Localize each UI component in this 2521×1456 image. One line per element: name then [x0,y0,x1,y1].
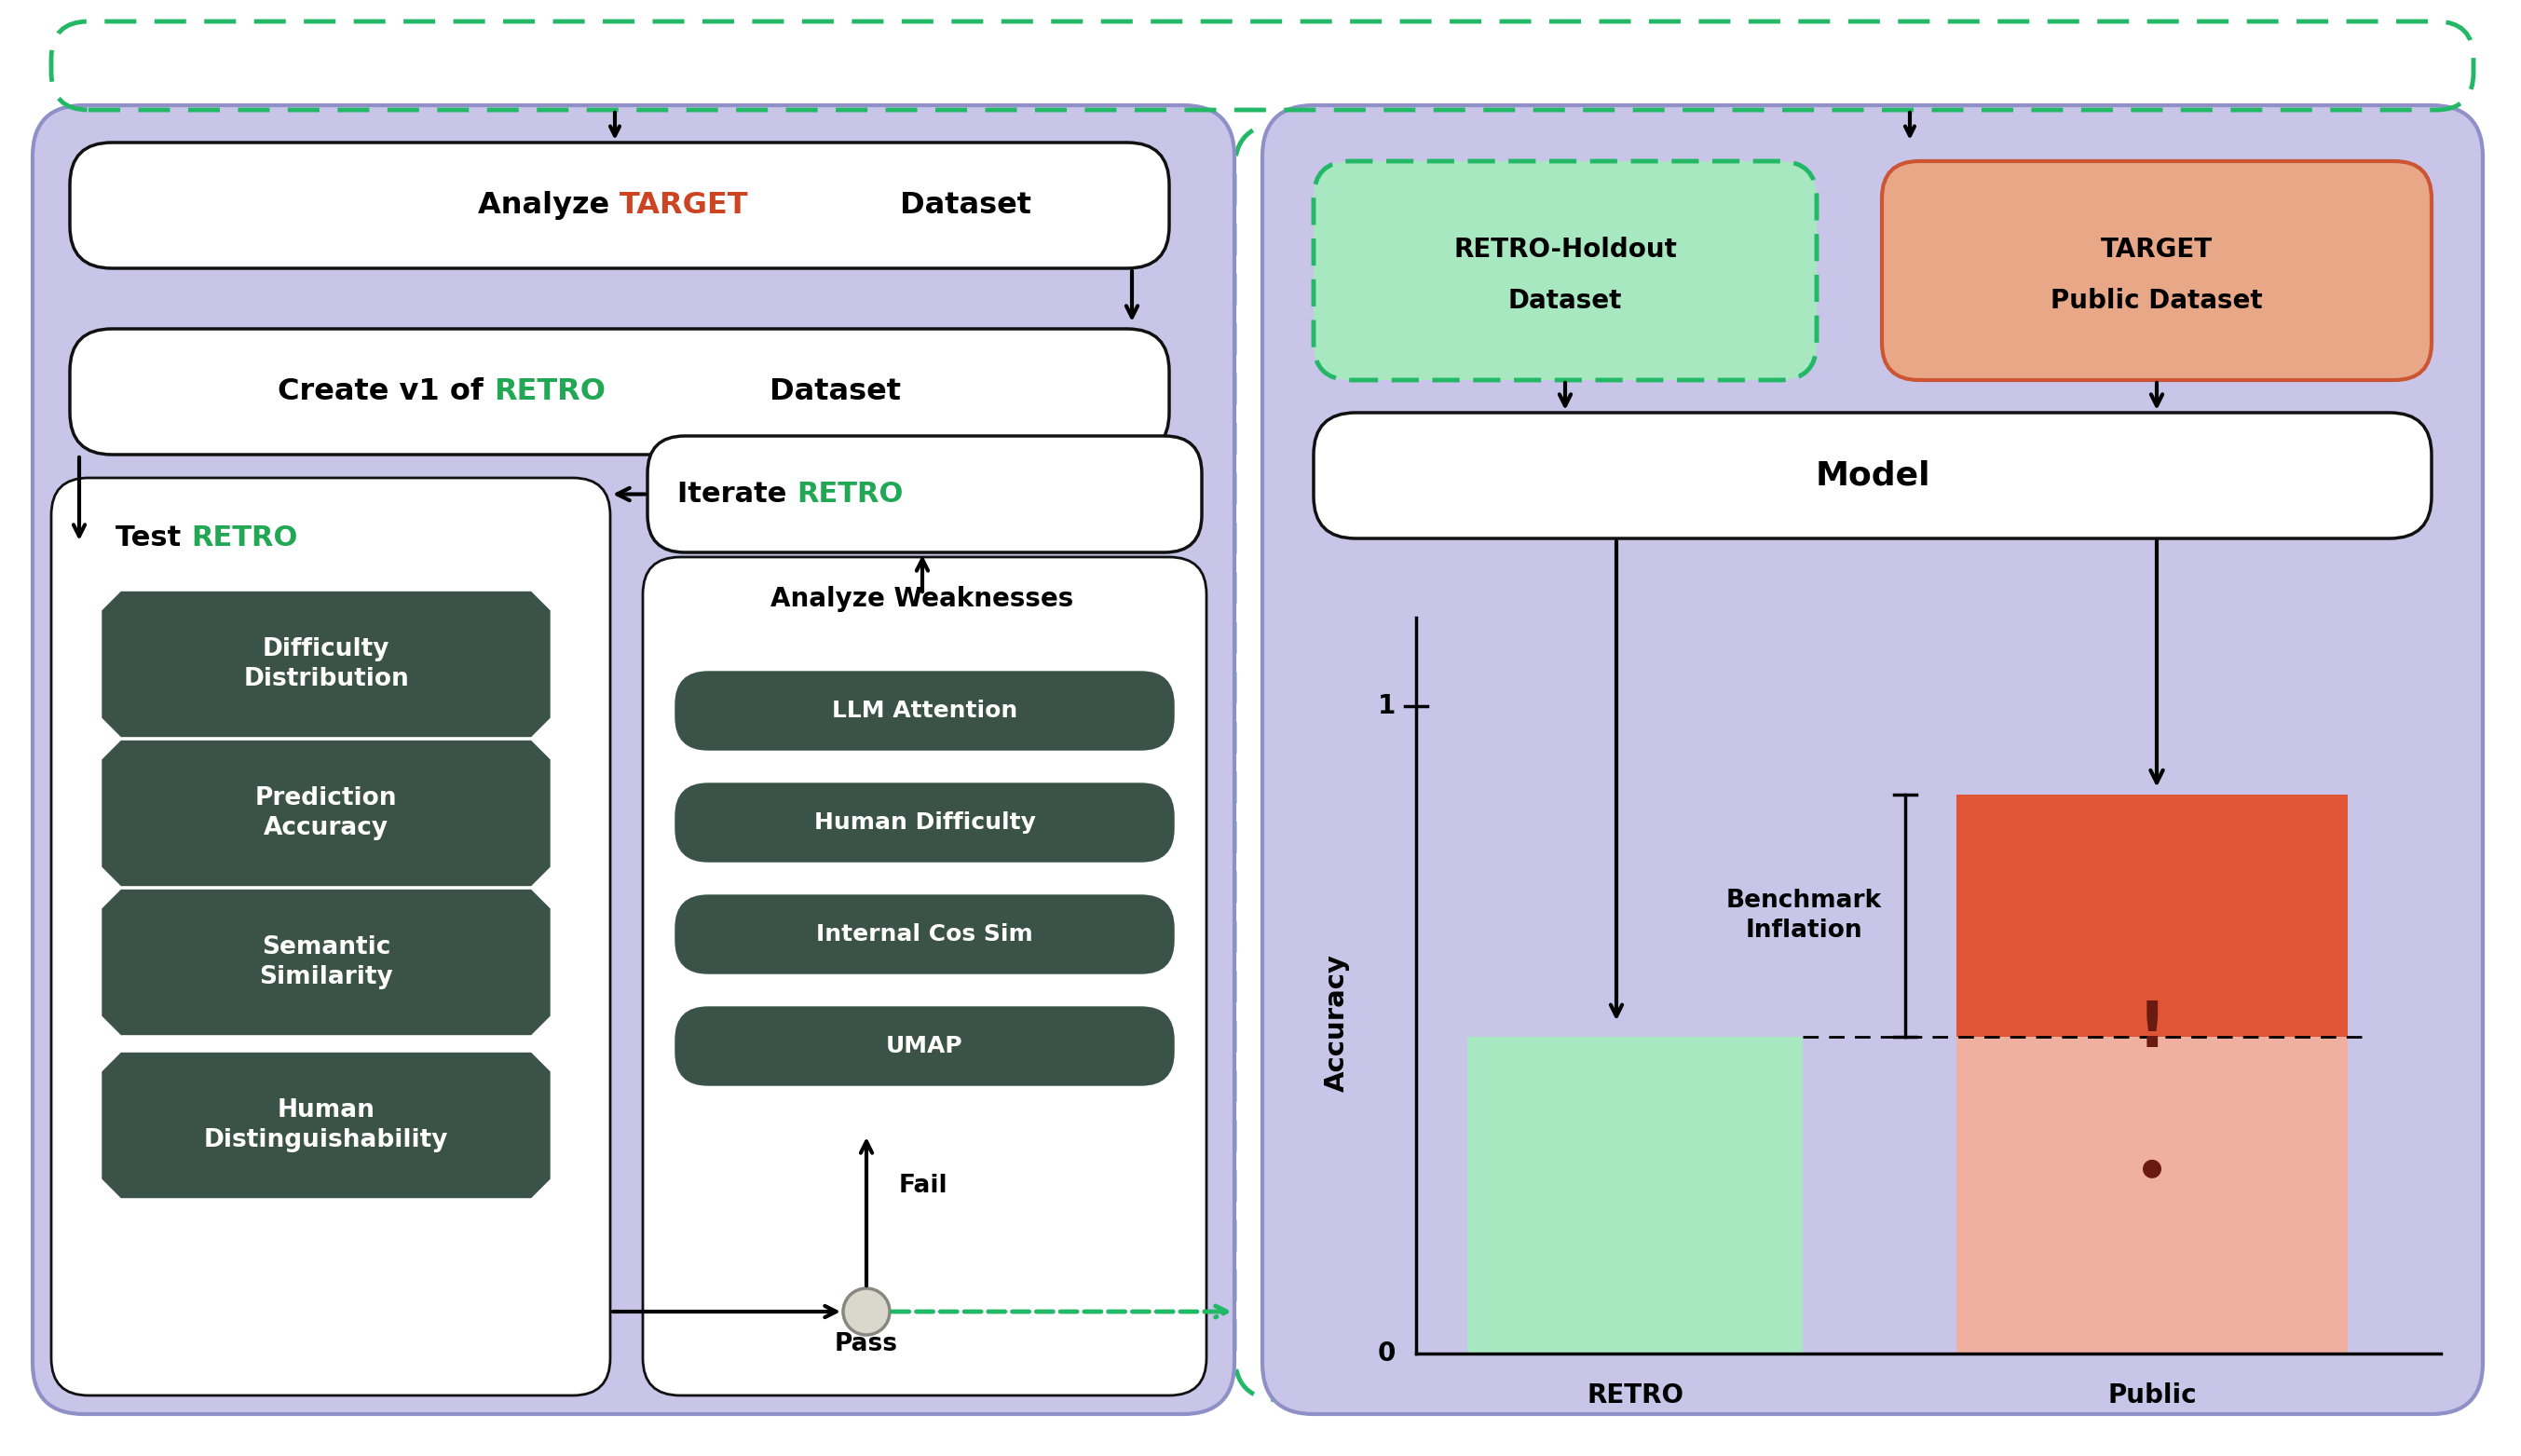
FancyBboxPatch shape [1467,1037,1803,1354]
Text: Difficulty
Distribution: Difficulty Distribution [242,638,408,692]
Circle shape [2143,1159,2160,1178]
Text: Semantic
Similarity: Semantic Similarity [260,935,393,989]
Text: RETRO: RETRO [797,480,903,508]
Text: UMAP: UMAP [887,1035,963,1057]
Polygon shape [103,1053,550,1197]
Text: Dataset: Dataset [759,377,900,406]
FancyBboxPatch shape [1881,162,2433,380]
Text: Dataset: Dataset [1508,288,1621,314]
Text: Iterate: Iterate [678,480,797,508]
FancyBboxPatch shape [643,558,1208,1395]
Polygon shape [103,890,550,1034]
FancyBboxPatch shape [71,329,1170,454]
Text: Create v1 of: Create v1 of [277,377,494,406]
Text: Model: Model [1815,460,1931,491]
Text: Dataset: Dataset [890,191,1031,220]
Text: Internal Cos Sim: Internal Cos Sim [817,923,1034,945]
Polygon shape [103,593,550,737]
Text: Fail: Fail [900,1174,948,1198]
FancyBboxPatch shape [33,105,1235,1414]
FancyBboxPatch shape [676,671,1175,750]
Polygon shape [103,741,550,885]
FancyBboxPatch shape [71,143,1170,268]
Text: Public: Public [2108,1382,2196,1408]
FancyBboxPatch shape [676,783,1175,862]
Text: Benchmark
Inflation: Benchmark Inflation [1727,888,1881,942]
Text: 1: 1 [1376,693,1397,719]
Text: RETRO-Holdout: RETRO-Holdout [1455,237,1676,262]
Text: Public Dataset: Public Dataset [2050,288,2264,314]
Text: Analyze Weaknesses: Analyze Weaknesses [771,585,1074,612]
Text: Human Difficulty: Human Difficulty [814,811,1036,834]
Text: Test: Test [116,526,192,552]
Text: 0: 0 [1376,1341,1397,1367]
FancyBboxPatch shape [1313,412,2433,539]
FancyBboxPatch shape [1313,162,1818,380]
Text: LLM Attention: LLM Attention [832,699,1018,722]
Text: Accuracy: Accuracy [1324,954,1349,1092]
Text: Pass: Pass [834,1332,897,1357]
Circle shape [842,1289,890,1335]
Text: TARGET: TARGET [2100,237,2213,262]
FancyBboxPatch shape [648,435,1203,552]
FancyBboxPatch shape [1956,1037,2347,1354]
Text: RETRO: RETRO [192,526,297,552]
Text: Prediction
Accuracy: Prediction Accuracy [255,786,398,840]
Text: RETRO: RETRO [494,377,605,406]
Text: TARGET: TARGET [620,191,749,220]
Text: RETRO: RETRO [1586,1382,1684,1408]
FancyBboxPatch shape [676,1008,1175,1085]
Text: !: ! [2138,999,2166,1060]
Text: Analyze: Analyze [476,191,620,220]
FancyBboxPatch shape [1263,105,2483,1414]
FancyBboxPatch shape [50,478,610,1395]
FancyBboxPatch shape [676,895,1175,974]
Text: Human
Distinguishability: Human Distinguishability [204,1098,449,1152]
FancyBboxPatch shape [1956,794,2347,1037]
